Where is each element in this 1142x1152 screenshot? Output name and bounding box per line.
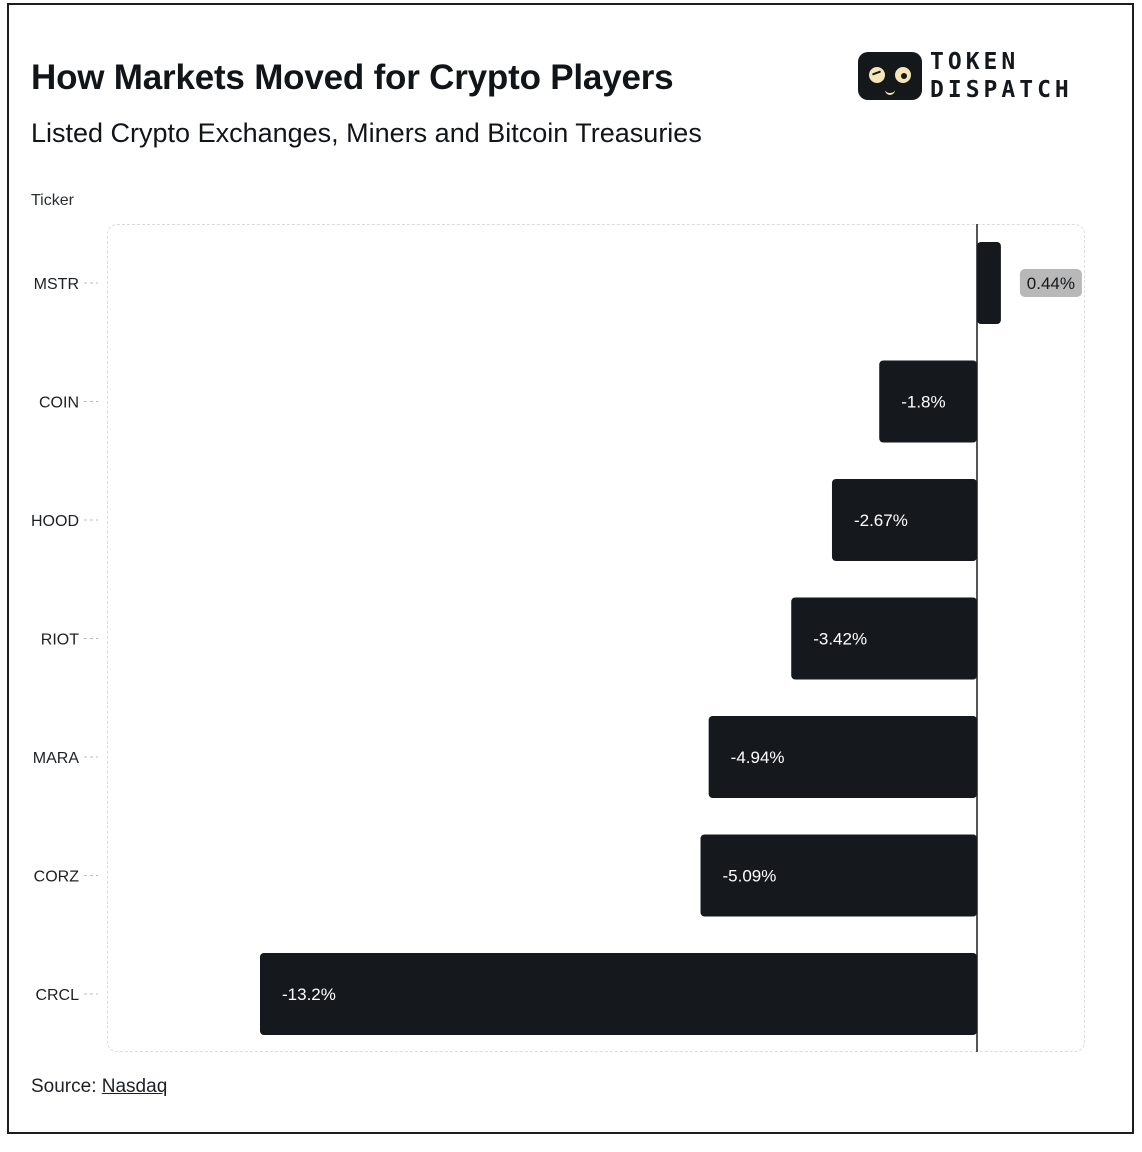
data-label-mstr: 0.44% (1027, 274, 1075, 293)
bar-riot (791, 597, 977, 680)
data-label-coin: -1.8% (901, 393, 945, 412)
y-tick-label-corz: CORZ (34, 869, 80, 886)
y-axis-title: Ticker (31, 192, 74, 209)
left-eye-icon (867, 65, 887, 85)
bar-corz (700, 834, 977, 917)
y-tick-label-mara: MARA (33, 750, 80, 767)
y-tick-label-hood: HOOD (31, 513, 79, 530)
logo-text-line2: DISPATCH (930, 77, 1073, 103)
smile-icon (885, 88, 895, 95)
chart-title: How Markets Moved for Crypto Players (31, 58, 674, 97)
y-tick-label-riot: RIOT (41, 632, 79, 649)
chart-frame (7, 3, 1134, 1134)
plot-area (107, 224, 1085, 1052)
y-tick-label-mstr: MSTR (34, 276, 79, 293)
bar-crcl (260, 953, 977, 1035)
goggle-face-icon (858, 52, 922, 100)
bar-hood (831, 479, 977, 561)
y-tick-label-crcl: CRCL (35, 987, 79, 1004)
bar-mstr (977, 242, 1001, 324)
data-label-crcl: -13.2% (282, 985, 336, 1004)
token-dispatch-logo: TOKEN DISPATCH (858, 50, 1114, 106)
y-tick-label-coin: COIN (39, 395, 79, 412)
chart-subtitle: Listed Crypto Exchanges, Miners and Bitc… (31, 118, 702, 148)
data-label-riot: -3.42% (813, 630, 867, 649)
data-label-bg (1019, 269, 1082, 297)
data-label-mara: -4.94% (731, 748, 785, 767)
right-eye-icon (893, 65, 913, 85)
bar-mara (708, 716, 977, 798)
data-label-hood: -2.67% (854, 511, 908, 530)
data-label-corz: -5.09% (723, 867, 777, 886)
source-link[interactable]: Nasdaq (101, 1076, 168, 1097)
source-note: Source: Nasdaq (31, 1076, 167, 1098)
logo-text-line1: TOKEN (930, 49, 1020, 75)
source-label: Source: (31, 1076, 97, 1097)
bar-coin (879, 360, 977, 443)
